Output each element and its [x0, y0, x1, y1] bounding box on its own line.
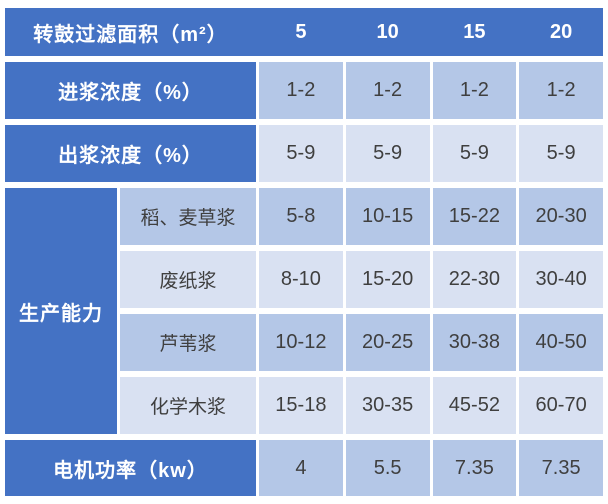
data-cell-waste-4: 30-40: [519, 251, 603, 308]
data-cell-wood-2: 30-35: [345, 377, 430, 434]
data-cell-waste-1: 8-10: [259, 251, 343, 308]
row-label-outlet-consistency: 出浆浓度（%）: [5, 125, 256, 182]
data-cell-power-3: 7.35: [432, 440, 517, 496]
header-col-2: 10: [376, 20, 399, 43]
sub-label-straw-pulp: 稻、麦草浆: [120, 188, 256, 245]
data-cell-straw-1: 5-8: [259, 188, 343, 245]
sub-label-reed-pulp: 芦苇浆: [120, 314, 256, 371]
drum-filter-spec-table: 转鼓过滤面积（m²） 5 10 15 20 进浆浓度（%） 1-2 1-2 1-…: [5, 8, 603, 496]
data-cell-wood-1: 15-18: [259, 377, 343, 434]
data-cell-straw-4: 20-30: [519, 188, 603, 245]
data-cell-reed-3: 30-38: [432, 314, 517, 371]
header-col-4: 20: [550, 20, 573, 43]
data-cell-wood-3: 45-52: [432, 377, 517, 434]
data-cell-waste-2: 15-20: [345, 251, 430, 308]
data-cell-inlet-3: 1-2: [432, 62, 517, 119]
data-cell-power-4: 7.35: [519, 440, 603, 496]
row-label-motor-power: 电机功率（kw）: [5, 440, 256, 496]
data-cell-outlet-2: 5-9: [345, 125, 430, 182]
data-cell-inlet-4: 1-2: [519, 62, 603, 119]
data-cell-outlet-3: 5-9: [432, 125, 517, 182]
data-cell-straw-3: 15-22: [432, 188, 517, 245]
sub-label-waste-paper-pulp: 废纸浆: [120, 251, 256, 308]
group-label-production-capacity: 生产能力: [5, 188, 117, 434]
header-col-3: 15: [463, 20, 486, 43]
data-cell-reed-1: 10-12: [259, 314, 343, 371]
data-cell-wood-4: 60-70: [519, 377, 603, 434]
data-cell-inlet-2: 1-2: [345, 62, 430, 119]
data-cell-reed-4: 40-50: [519, 314, 603, 371]
table-header-row: 转鼓过滤面积（m²） 5 10 15 20: [5, 8, 603, 56]
data-cell-waste-3: 22-30: [432, 251, 517, 308]
header-col-1: 5: [295, 20, 307, 43]
row-label-inlet-consistency: 进浆浓度（%）: [5, 62, 256, 119]
data-cell-outlet-1: 5-9: [259, 125, 343, 182]
sub-label-chemical-wood-pulp: 化学木浆: [120, 377, 256, 434]
data-cell-power-2: 5.5: [345, 440, 430, 496]
header-label-filter-area: 转鼓过滤面积（m²）: [33, 23, 228, 46]
data-cell-outlet-4: 5-9: [519, 125, 603, 182]
data-cell-inlet-1: 1-2: [259, 62, 343, 119]
data-cell-straw-2: 10-15: [345, 188, 430, 245]
data-cell-reed-2: 20-25: [345, 314, 430, 371]
table-header-grid: 转鼓过滤面积（m²） 5 10 15 20: [5, 8, 603, 56]
data-cell-power-1: 4: [259, 440, 343, 496]
